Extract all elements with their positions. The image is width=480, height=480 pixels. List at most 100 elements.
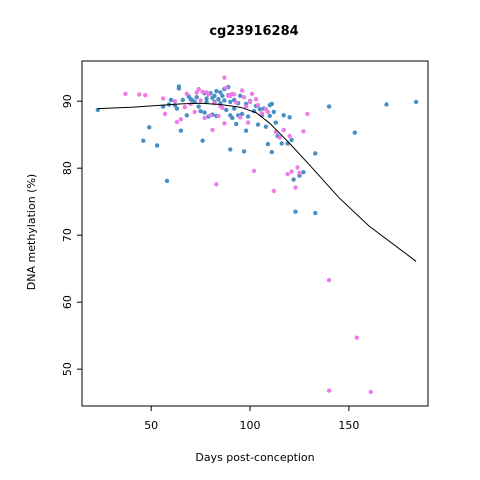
data-point (222, 98, 227, 103)
data-point (174, 106, 180, 111)
data-point (222, 75, 227, 80)
x-axis: 50 100 150 (144, 406, 359, 432)
y-tick-label: 90 (61, 94, 74, 108)
data-point (196, 104, 201, 109)
data-point (230, 115, 235, 121)
data-point (200, 89, 205, 95)
data-point (289, 169, 294, 174)
data-point (313, 151, 318, 156)
y-tick-label: 60 (61, 295, 74, 309)
data-point (269, 149, 274, 155)
data-point (267, 113, 272, 119)
data-point (277, 135, 282, 140)
data-point (243, 128, 249, 133)
data-point (202, 115, 207, 121)
data-point (164, 178, 170, 184)
data-point (253, 97, 259, 102)
data-point (194, 95, 199, 100)
plot-frame (81, 60, 429, 407)
data-point (210, 127, 215, 133)
data-point (194, 90, 199, 95)
data-points (95, 75, 419, 395)
data-point (143, 93, 148, 98)
data-point (160, 96, 166, 101)
data-point (352, 130, 357, 135)
data-point (245, 120, 251, 125)
data-point (182, 105, 187, 110)
data-point (326, 104, 332, 109)
data-point (162, 111, 168, 117)
trend-line (97, 102, 417, 262)
data-point (239, 88, 245, 93)
data-point (172, 99, 178, 104)
y-tick-label: 80 (61, 161, 74, 175)
data-point (204, 96, 209, 101)
x-axis-label: Days post-conception (195, 451, 314, 464)
x-tick-label: 50 (144, 419, 158, 432)
data-point (176, 86, 182, 91)
y-tick-label: 50 (61, 362, 74, 376)
y-axis: 50 60 70 80 90 (61, 94, 82, 376)
data-point (228, 99, 233, 105)
data-point (293, 185, 298, 190)
data-point (178, 128, 184, 133)
data-point (297, 170, 302, 176)
data-point (239, 111, 245, 117)
data-point (241, 149, 247, 154)
data-point (241, 95, 247, 100)
x-tick-label: 100 (240, 419, 261, 432)
data-point (255, 103, 261, 108)
data-point (291, 177, 296, 182)
data-point (301, 170, 306, 175)
data-point (245, 114, 251, 119)
data-point (247, 99, 253, 105)
data-point (141, 138, 146, 143)
data-point (198, 98, 203, 103)
x-tick-label: 150 (338, 419, 359, 432)
data-point (243, 104, 249, 109)
data-point (220, 105, 225, 111)
data-point (123, 91, 128, 97)
data-point (214, 182, 219, 187)
y-axis-label: DNA methylation (%) (25, 174, 38, 290)
data-point (326, 388, 332, 393)
data-point (184, 113, 189, 118)
data-point (204, 99, 209, 105)
data-point (368, 389, 373, 395)
data-point (249, 91, 255, 97)
data-point (206, 92, 211, 97)
data-point (232, 92, 237, 97)
data-point (178, 117, 184, 122)
data-point (218, 90, 223, 95)
data-point (354, 335, 359, 340)
data-point (265, 141, 271, 147)
data-point (232, 106, 237, 111)
data-point (384, 102, 389, 107)
data-point (168, 97, 174, 103)
data-point (238, 93, 243, 99)
data-point (216, 113, 221, 119)
data-point (212, 93, 217, 99)
data-point (224, 107, 229, 113)
y-tick-label: 70 (61, 228, 74, 242)
data-point (271, 188, 276, 194)
data-point (271, 109, 276, 115)
data-point (255, 122, 261, 127)
data-point (228, 147, 233, 152)
data-point (202, 110, 207, 115)
data-point (137, 92, 142, 97)
data-point (234, 100, 239, 105)
data-point (184, 91, 189, 97)
data-point (251, 168, 257, 174)
data-point (301, 129, 306, 134)
data-point (413, 99, 419, 105)
data-point (313, 210, 318, 216)
data-point (295, 165, 300, 170)
data-point (198, 109, 203, 114)
data-point (279, 141, 284, 146)
data-point (257, 107, 263, 112)
data-point (238, 115, 243, 120)
data-point (192, 109, 197, 115)
data-point (220, 93, 225, 99)
